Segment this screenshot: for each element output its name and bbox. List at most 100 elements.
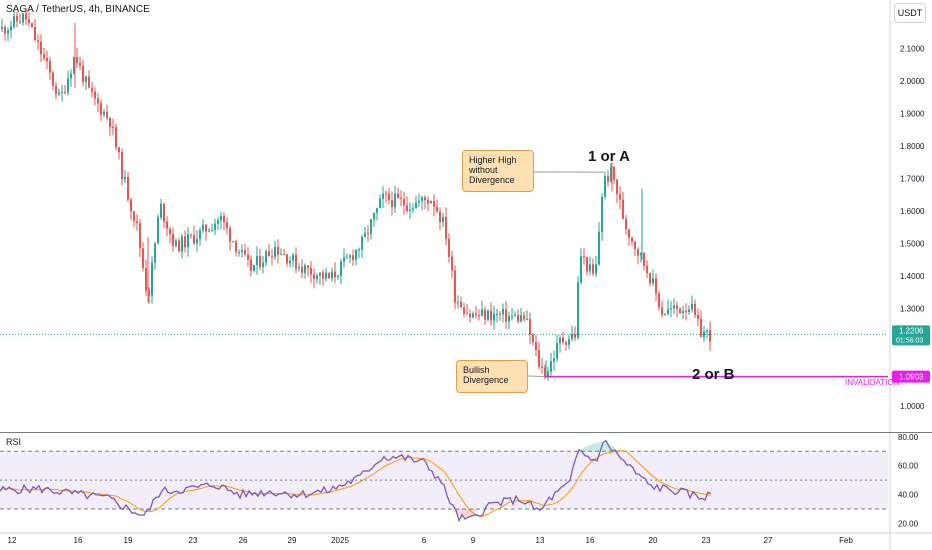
candle-body bbox=[112, 126, 114, 128]
candle-body bbox=[481, 309, 483, 316]
candle-body bbox=[556, 343, 558, 359]
candle-body bbox=[337, 275, 339, 278]
candle-body bbox=[61, 91, 63, 93]
candle-body bbox=[70, 73, 72, 79]
price-tick-label: 2.1000 bbox=[900, 45, 925, 54]
callout-pointer bbox=[527, 375, 546, 378]
candle-body bbox=[28, 19, 30, 24]
price-tick-label: 1.6000 bbox=[900, 207, 925, 216]
candle-body bbox=[298, 267, 300, 269]
time-tick-label: 23 bbox=[702, 536, 711, 545]
time-tick-label: 16 bbox=[74, 536, 83, 545]
candle-body bbox=[700, 318, 702, 338]
candle-body bbox=[97, 98, 99, 104]
candle-body bbox=[385, 193, 387, 195]
candle-body bbox=[145, 268, 147, 291]
candle-body bbox=[184, 236, 186, 248]
candle-body bbox=[343, 257, 345, 262]
candle-body bbox=[553, 358, 555, 362]
rsi-band-fill bbox=[0, 451, 888, 509]
invalidation-label: INVALIDATION bbox=[845, 378, 900, 387]
candle-body bbox=[619, 194, 621, 200]
candle-body bbox=[466, 313, 468, 315]
candle-body bbox=[1, 27, 3, 30]
candle-body bbox=[265, 251, 267, 263]
candle-body bbox=[190, 234, 192, 236]
candle-body bbox=[679, 309, 681, 314]
candle-body bbox=[79, 63, 81, 66]
callout-line: without bbox=[469, 165, 498, 175]
time-tick-label: 16 bbox=[586, 536, 595, 545]
candle-body bbox=[316, 275, 318, 280]
candle-body bbox=[550, 361, 552, 372]
price-tick-label: 1.9000 bbox=[900, 110, 925, 119]
candle-body bbox=[403, 199, 405, 206]
invalidation-price-label: 1.0903 bbox=[899, 373, 924, 382]
candle-body bbox=[292, 254, 294, 261]
candle-body bbox=[16, 15, 18, 22]
candle-body bbox=[535, 342, 537, 350]
candle-body bbox=[649, 273, 651, 284]
candle-body bbox=[346, 257, 348, 259]
rsi-label: RSI bbox=[6, 437, 22, 447]
time-tick-label: 27 bbox=[764, 536, 773, 545]
time-tick-label: 20 bbox=[649, 536, 658, 545]
candle-body bbox=[532, 334, 534, 343]
candle-body bbox=[670, 308, 672, 310]
candle-body bbox=[580, 256, 582, 283]
candle-body bbox=[493, 313, 495, 321]
candle-body bbox=[388, 193, 390, 201]
candle-body bbox=[295, 254, 297, 269]
candle-body bbox=[322, 272, 324, 279]
candle-body bbox=[43, 54, 45, 58]
candle-body bbox=[319, 272, 321, 276]
candle-body bbox=[616, 179, 618, 195]
candle-body bbox=[607, 176, 609, 182]
candle-body bbox=[151, 262, 153, 296]
candle-body bbox=[217, 220, 219, 224]
candle-body bbox=[76, 57, 78, 64]
rsi-tick-label: 40.00 bbox=[898, 491, 919, 500]
candle-body bbox=[118, 147, 120, 153]
candle-body bbox=[661, 307, 663, 315]
candle-body bbox=[496, 313, 498, 315]
candle-body bbox=[469, 313, 471, 318]
candle-body bbox=[658, 293, 660, 308]
candle-body bbox=[262, 262, 264, 268]
candle-body bbox=[100, 103, 102, 115]
candle-body bbox=[523, 315, 525, 320]
candle-body bbox=[304, 265, 306, 273]
candle-body bbox=[673, 305, 675, 309]
candle-body bbox=[238, 252, 240, 254]
candle-body bbox=[622, 199, 624, 219]
candle-body bbox=[124, 176, 126, 180]
candle-body bbox=[424, 197, 426, 201]
candle-body bbox=[526, 319, 528, 321]
candle-body bbox=[115, 127, 117, 148]
candle-body bbox=[394, 193, 396, 208]
chart-title: SAGA / TetherUS, 4h, BINANCE bbox=[6, 4, 150, 15]
candle-body bbox=[175, 240, 177, 246]
candle-body bbox=[31, 23, 33, 28]
candle-body bbox=[688, 309, 690, 312]
candle-body bbox=[376, 208, 378, 214]
time-tick-label: 6 bbox=[422, 536, 427, 545]
candle-body bbox=[223, 216, 225, 223]
candle-body bbox=[232, 241, 234, 243]
candle-body bbox=[472, 313, 474, 318]
candle-body bbox=[40, 41, 42, 55]
price-tick-label: 2.0000 bbox=[900, 77, 925, 86]
candle-body bbox=[208, 230, 210, 232]
candle-body bbox=[463, 307, 465, 314]
rsi-tick-label: 20.00 bbox=[898, 519, 919, 528]
candle-body bbox=[697, 314, 699, 319]
candle-body bbox=[652, 278, 654, 284]
candle-body bbox=[574, 333, 576, 338]
candle-body bbox=[187, 234, 189, 248]
time-tick-label: 13 bbox=[536, 536, 545, 545]
rsi-overbought-fill bbox=[577, 442, 618, 452]
currency-button[interactable]: USDT bbox=[894, 3, 926, 23]
callout-line: Bullish bbox=[463, 365, 490, 375]
candle-body bbox=[475, 313, 477, 315]
